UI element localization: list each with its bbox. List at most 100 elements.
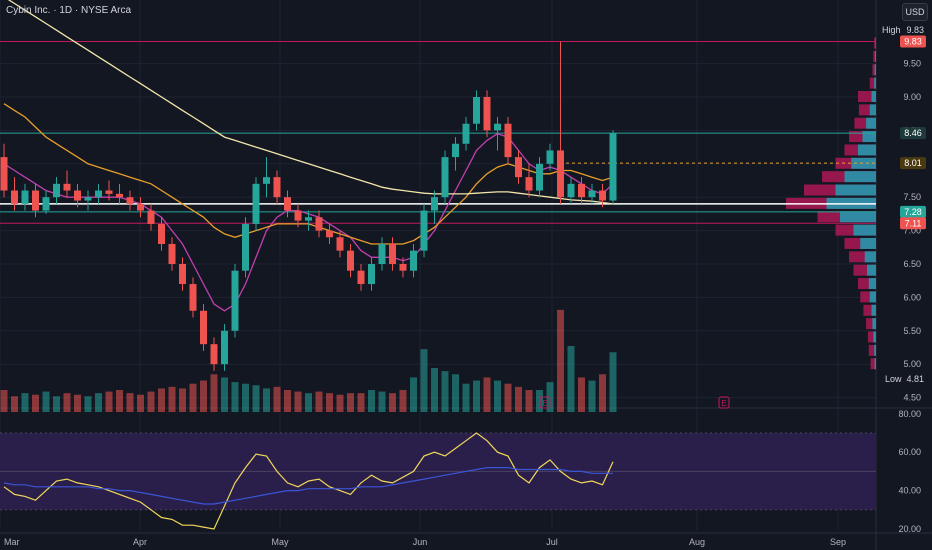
candle-body — [263, 177, 270, 184]
volume-profile-bar — [869, 104, 876, 116]
candle-body — [305, 217, 312, 221]
volume-bar — [63, 393, 71, 412]
candle-body — [347, 250, 354, 271]
price-tick-label: 6.00 — [903, 292, 921, 302]
candle-body — [242, 223, 249, 271]
volume-profile-bar — [870, 358, 876, 370]
candle-body — [431, 197, 438, 211]
high-label: High — [882, 25, 901, 35]
candle-body — [588, 190, 596, 198]
volume-bar — [494, 380, 501, 412]
volume-bar — [105, 391, 113, 412]
price-tag-support — [900, 205, 926, 218]
price-tick-label: 7.50 — [903, 192, 921, 202]
volume-bar — [252, 385, 260, 412]
volume-bar — [557, 309, 564, 412]
price-tag-last — [900, 127, 926, 140]
candle-body — [441, 157, 449, 198]
volume-profile-bar — [871, 304, 876, 316]
price-tick-label: 5.00 — [903, 359, 921, 369]
month-label: Jul — [546, 537, 558, 547]
candle-body — [63, 183, 71, 191]
volume-bar — [116, 390, 123, 412]
volume-bar — [567, 346, 575, 412]
volume-profile-bar — [872, 64, 876, 76]
volume-bar — [483, 377, 491, 412]
volume-bar — [420, 349, 428, 412]
candle-body — [294, 210, 302, 221]
volume-bar — [452, 374, 459, 412]
volume-profile-bar — [853, 224, 876, 236]
volume-bar — [95, 393, 102, 412]
candle-body — [126, 197, 134, 204]
candle-body — [326, 230, 333, 238]
moving-average-line — [7, 0, 614, 205]
rsi-line — [3, 467, 613, 505]
volume-profile-bar — [863, 304, 876, 316]
volume-profile-bar — [874, 344, 876, 356]
month-label: Aug — [689, 537, 705, 547]
volume-profile-bar — [867, 331, 876, 343]
volume-bar — [588, 380, 596, 412]
candle-body — [200, 310, 207, 345]
volume-profile-bar — [871, 91, 876, 102]
volume-bar — [21, 393, 29, 412]
price-tag-ema — [900, 157, 926, 170]
volume-bar — [462, 383, 470, 412]
volume-profile-bar — [854, 117, 876, 129]
volume-profile-bar — [849, 251, 876, 263]
month-label: Jun — [413, 537, 428, 547]
volume-bar — [273, 386, 281, 412]
volume-profile-bar — [858, 278, 876, 290]
volume-profile-bar — [869, 77, 876, 89]
candle-body — [389, 243, 396, 264]
volume-profile-bar — [858, 104, 876, 116]
candle-body — [494, 123, 501, 131]
candle-body — [315, 217, 323, 231]
candle-body — [231, 270, 239, 331]
volume-bar — [578, 377, 585, 412]
candle-body — [84, 197, 92, 201]
volume-bar — [242, 383, 249, 412]
earnings-marker — [718, 396, 730, 409]
candle-body — [158, 223, 165, 244]
volume-bar — [200, 380, 207, 412]
candle-body — [525, 177, 533, 191]
candle-body — [116, 193, 123, 198]
low-tag — [882, 373, 926, 385]
volume-bar — [284, 390, 291, 412]
candle-body — [221, 330, 228, 365]
volume-profile-bar — [874, 77, 876, 89]
volume-bar — [84, 396, 92, 412]
price-tick-label: 9.50 — [903, 59, 921, 69]
candle-body — [105, 190, 113, 194]
currency-button[interactable]: USD — [902, 3, 928, 21]
volume-bar — [305, 393, 312, 412]
volume-bar — [431, 368, 438, 412]
earnings-marker-label: E — [542, 399, 547, 408]
candle-body — [368, 264, 375, 285]
volume-profile-bar — [869, 291, 876, 303]
candle-body — [210, 344, 218, 365]
price-tag-ema-text: 8.01 — [904, 158, 922, 168]
rsi-tick-label: 40.00 — [898, 486, 921, 496]
volume-bar — [0, 390, 8, 412]
volume-bar — [11, 396, 18, 412]
volume-profile-bar — [858, 91, 876, 102]
volume-profile-bar — [860, 291, 876, 303]
volume-profile-bar — [866, 117, 876, 129]
volume-bar — [42, 391, 50, 412]
volume-bar — [546, 382, 554, 412]
volume-bar — [231, 382, 239, 412]
candle-body — [179, 264, 186, 285]
volume-bar — [378, 391, 386, 412]
volume-profile-bar — [867, 264, 876, 276]
candle-body — [536, 163, 543, 191]
volume-profile-bar — [860, 237, 876, 249]
earnings-marker — [539, 396, 551, 409]
price-tag-low-level-text: 7.11 — [905, 218, 922, 228]
volume-bar — [410, 377, 417, 412]
candle-body — [137, 203, 144, 211]
rsi-tick-label: 80.00 — [898, 409, 921, 419]
